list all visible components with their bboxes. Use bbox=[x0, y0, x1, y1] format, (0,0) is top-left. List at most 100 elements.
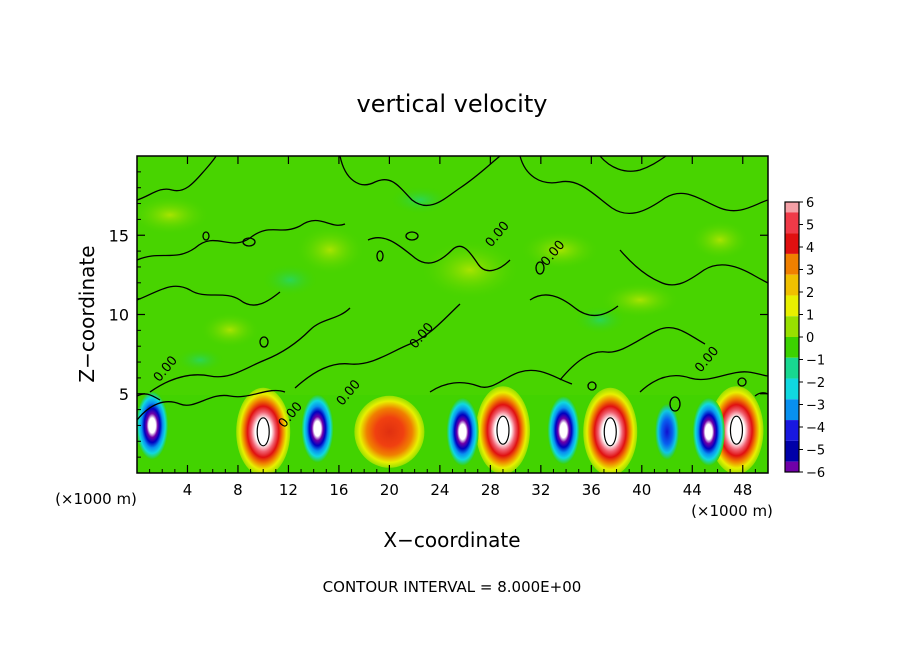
colorbar-swatch bbox=[785, 378, 799, 400]
field-patch bbox=[137, 195, 210, 235]
zero-contour-closed bbox=[259, 336, 269, 348]
field-patch bbox=[520, 230, 600, 270]
field-patch bbox=[390, 186, 450, 214]
field-patch bbox=[176, 348, 224, 372]
y-axis-label: Z−coordinate bbox=[75, 245, 99, 382]
downdraft-cell bbox=[446, 397, 479, 466]
zero-contour-line bbox=[429, 369, 573, 393]
updraft-contour bbox=[729, 415, 744, 445]
colorbar-swatch bbox=[785, 212, 799, 234]
convective-cells bbox=[137, 386, 764, 473]
zero-contour-line bbox=[367, 237, 511, 272]
x-tick-label: 36 bbox=[582, 481, 601, 499]
x-tick-label: 44 bbox=[683, 481, 702, 499]
x-tick-label: 40 bbox=[632, 481, 651, 499]
x-tick-label: 48 bbox=[733, 481, 752, 499]
zero-contour-line bbox=[529, 294, 619, 316]
updraft-cell bbox=[354, 395, 425, 468]
downdraft-cell bbox=[301, 394, 334, 463]
zero-contour-closed bbox=[202, 231, 210, 241]
zero-contour-line bbox=[137, 393, 161, 401]
colorbar-label: −1 bbox=[806, 354, 825, 369]
zero-contour-line bbox=[559, 327, 706, 381]
y-tick-label: 5 bbox=[119, 385, 129, 404]
zero-contour-line bbox=[639, 371, 768, 393]
zero-contours bbox=[137, 156, 768, 421]
field-patch bbox=[600, 282, 680, 318]
colorbar-swatch bbox=[785, 399, 799, 421]
updraft-contour bbox=[603, 417, 617, 447]
zero-contour-line bbox=[149, 307, 351, 393]
x-unit-left: (×1000 m) bbox=[55, 490, 137, 508]
updraft-cell bbox=[236, 387, 291, 473]
colorbar-label: 6 bbox=[806, 196, 814, 211]
colorbar-swatch bbox=[785, 337, 799, 358]
x-tick-label: 4 bbox=[183, 481, 193, 499]
y-tick-label: 10 bbox=[109, 306, 129, 325]
zero-contour-line bbox=[137, 156, 217, 201]
x-axis-label: X−coordinate bbox=[383, 528, 520, 552]
zero-contour-closed bbox=[535, 261, 545, 275]
zero-contour-closed bbox=[405, 231, 419, 241]
colorbar-label: −6 bbox=[806, 466, 825, 481]
colorbar-label: −2 bbox=[806, 376, 825, 391]
colorbar-swatch bbox=[785, 295, 799, 317]
colorbar-swatch bbox=[785, 440, 799, 462]
zero-contour-closed bbox=[587, 381, 597, 391]
colorbar-label: 3 bbox=[806, 264, 814, 279]
downdraft-cell bbox=[655, 403, 680, 460]
colorbar-label: −4 bbox=[806, 421, 825, 436]
zero-contour-line bbox=[339, 156, 501, 207]
colorbar-swatch bbox=[785, 202, 799, 213]
updraft-contour bbox=[256, 417, 270, 447]
zero-contour-line bbox=[137, 389, 286, 421]
field-patch bbox=[420, 240, 520, 300]
chart-title: vertical velocity bbox=[357, 90, 548, 118]
downdraft-cell bbox=[137, 391, 169, 460]
updraft-cell bbox=[583, 387, 638, 473]
colorbar-label: −3 bbox=[806, 399, 825, 414]
downdraft-cell bbox=[547, 396, 580, 465]
zero-contour-line bbox=[519, 156, 768, 214]
updraft-contour bbox=[496, 415, 510, 445]
downdraft-cell bbox=[692, 397, 725, 466]
zero-contour-line bbox=[137, 285, 281, 306]
colorbar-label: −5 bbox=[806, 444, 825, 459]
field-patches bbox=[137, 186, 750, 372]
colorbar-label: 5 bbox=[806, 219, 814, 234]
x-tick-label: 28 bbox=[481, 481, 500, 499]
x-tick-label: 16 bbox=[329, 481, 348, 499]
colorbar-label: 4 bbox=[806, 241, 814, 256]
colorbar-swatch bbox=[785, 233, 799, 254]
zero-contour-line bbox=[294, 303, 461, 389]
updraft-cell bbox=[709, 386, 764, 473]
zero-contour-line bbox=[619, 249, 768, 286]
y-axis: 5 10 15 bbox=[109, 171, 768, 458]
field-patch bbox=[295, 225, 365, 275]
colorbar-swatch bbox=[785, 316, 799, 337]
y-tick-label: 15 bbox=[109, 226, 129, 245]
zero-contour-closed bbox=[242, 237, 256, 247]
field-patch bbox=[200, 312, 260, 348]
colorbar-label: 2 bbox=[806, 286, 814, 301]
colorbar: 6 5 4 3 2 1 0 −1 −2 −3 −4 −5 −6 bbox=[784, 196, 825, 481]
x-tick-label: 12 bbox=[279, 481, 298, 499]
zero-contour-closed bbox=[669, 396, 681, 412]
contour-interval-note: CONTOUR INTERVAL = 8.000E+00 bbox=[323, 578, 582, 596]
x-tick-label: 24 bbox=[430, 481, 449, 499]
zero-contour-line bbox=[599, 156, 667, 172]
zero-contour-closed bbox=[737, 377, 747, 387]
x-axis: 4 8 12 16 20 24 28 32 36 40 44 48 bbox=[149, 156, 756, 499]
colorbar-swatch bbox=[785, 420, 799, 441]
plot-area: 0.000.000.000.000.000.000.00 bbox=[137, 156, 768, 473]
colorbar-swatch bbox=[785, 357, 799, 379]
colorbar-label: 0 bbox=[806, 331, 814, 346]
field-patch bbox=[690, 220, 750, 260]
x-tick-label: 32 bbox=[531, 481, 550, 499]
colorbar-swatch bbox=[785, 461, 799, 472]
field-patch bbox=[262, 264, 318, 296]
x-tick-label: 20 bbox=[380, 481, 399, 499]
colorbar-label: 1 bbox=[806, 309, 814, 324]
field-patch bbox=[574, 306, 626, 334]
